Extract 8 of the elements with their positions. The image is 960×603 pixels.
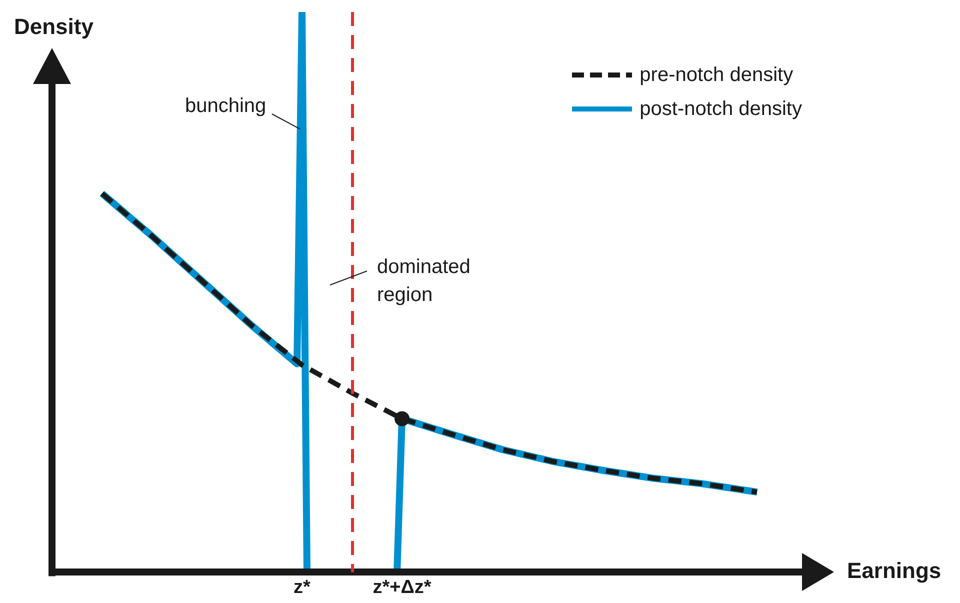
x-tick-label: z*+Δz*: [372, 576, 432, 598]
legend-label: post-notch density: [640, 98, 802, 120]
annotation: bunching: [185, 94, 266, 119]
legend-label: pre-notch density: [640, 64, 794, 86]
x-tick-label: z*: [294, 576, 312, 598]
x-axis-title: Earnings: [847, 558, 942, 584]
annotation: dominated region: [377, 254, 472, 308]
y-axis-title: Density: [14, 14, 94, 40]
